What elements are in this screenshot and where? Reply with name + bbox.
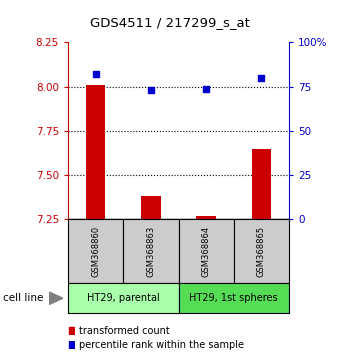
Polygon shape: [49, 292, 63, 304]
Text: percentile rank within the sample: percentile rank within the sample: [79, 340, 244, 350]
Point: [203, 86, 209, 91]
Text: cell line: cell line: [3, 293, 44, 303]
Text: GSM368863: GSM368863: [147, 226, 155, 277]
Bar: [68, 219, 123, 283]
Text: GSM368864: GSM368864: [202, 226, 210, 277]
Text: GSM368865: GSM368865: [257, 226, 266, 277]
Bar: [178, 283, 289, 313]
Bar: [68, 283, 178, 313]
Text: HT29, parental: HT29, parental: [87, 293, 159, 303]
Point: [259, 75, 264, 81]
Bar: [197, 216, 216, 219]
Text: GDS4511 / 217299_s_at: GDS4511 / 217299_s_at: [90, 17, 250, 29]
Point: [148, 87, 154, 93]
Bar: [234, 219, 289, 283]
Text: GSM368860: GSM368860: [91, 226, 100, 277]
Bar: [178, 219, 234, 283]
Bar: [252, 149, 271, 219]
Bar: [141, 196, 160, 219]
Text: HT29, 1st spheres: HT29, 1st spheres: [189, 293, 278, 303]
Bar: [69, 341, 75, 348]
Bar: [69, 327, 75, 334]
Text: transformed count: transformed count: [79, 326, 170, 336]
Bar: [86, 85, 105, 219]
Point: [93, 72, 98, 77]
Bar: [123, 219, 178, 283]
